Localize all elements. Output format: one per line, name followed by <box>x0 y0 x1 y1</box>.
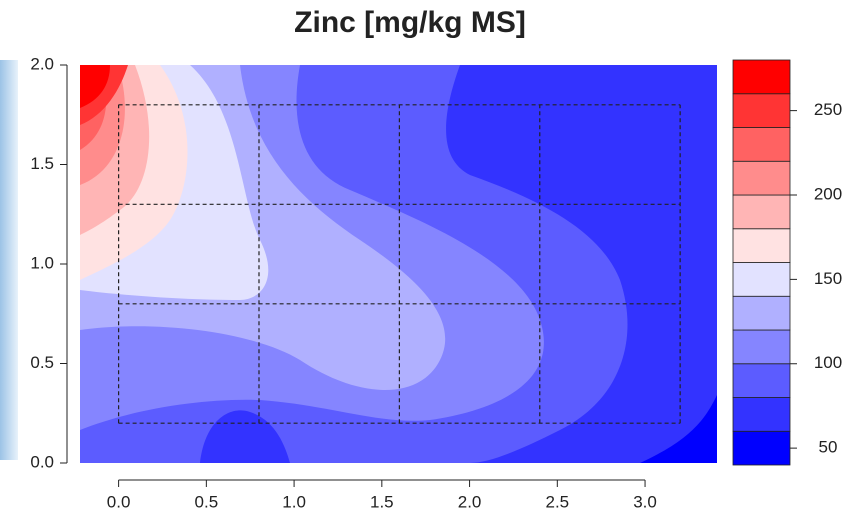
colorbar-band <box>732 59 791 95</box>
x-tick-label: 1.0 <box>282 492 306 511</box>
x-tick-label: 1.5 <box>370 492 394 511</box>
contour-region <box>80 65 110 108</box>
colorbar-band <box>732 363 791 398</box>
contour-region <box>640 395 717 463</box>
y-tick-label: 1.5 <box>30 154 54 173</box>
background-strip <box>0 60 18 460</box>
x-tick-label: 2.0 <box>458 492 482 511</box>
colorbar-band <box>732 93 791 128</box>
contour-area <box>80 65 717 463</box>
y-tick-label: 2.0 <box>30 54 54 73</box>
x-tick-label: 0.5 <box>195 492 219 511</box>
colorbar-band <box>732 127 791 162</box>
colorbar-band <box>732 295 791 331</box>
colorbar-band <box>732 228 791 263</box>
x-tick-label: 0.0 <box>107 492 131 511</box>
x-tick-label: 2.5 <box>545 492 569 511</box>
y-tick-label: 0.0 <box>30 452 54 471</box>
chart-title: Zinc [mg/kg MS] <box>294 6 526 39</box>
x-tick-label: 3.0 <box>633 492 657 511</box>
y-tick-label: 1.0 <box>30 253 54 272</box>
colorbar-tick-label: 200 <box>814 184 842 203</box>
colorbar-band <box>732 160 791 196</box>
colorbar-band <box>732 430 791 466</box>
colorbar-band <box>732 262 791 297</box>
colorbar-band <box>732 397 791 432</box>
colorbar-band <box>732 194 791 230</box>
colorbar-band <box>732 329 791 365</box>
colorbar-tick-label: 50 <box>819 438 838 457</box>
y-tick-label: 0.5 <box>30 353 54 372</box>
colorbar-tick-label: 100 <box>814 353 842 372</box>
colorbar-tick-label: 150 <box>814 269 842 288</box>
colorbar-tick-label: 250 <box>814 100 842 119</box>
